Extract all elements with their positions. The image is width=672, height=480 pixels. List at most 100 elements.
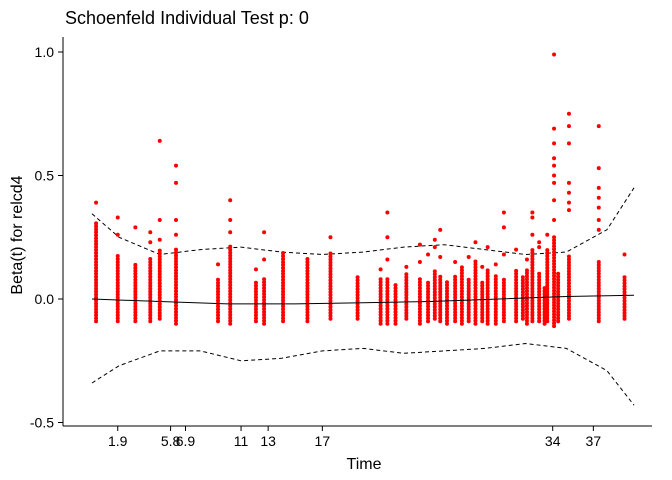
data-point	[485, 277, 490, 282]
data-point	[378, 295, 383, 300]
data-point	[596, 298, 601, 303]
data-point	[473, 312, 478, 317]
point-column	[378, 267, 383, 326]
data-point	[228, 297, 233, 302]
data-point	[216, 307, 221, 312]
data-point	[566, 254, 571, 259]
data-point	[537, 313, 542, 318]
data-point	[133, 292, 138, 297]
data-point	[115, 304, 120, 309]
data-point	[94, 230, 99, 235]
data-point	[622, 310, 627, 315]
data-point	[115, 265, 120, 270]
data-point	[157, 254, 162, 259]
data-point	[545, 316, 550, 321]
data-point	[552, 285, 557, 290]
data-point	[493, 292, 498, 297]
data-point	[622, 287, 627, 292]
data-point	[426, 252, 431, 257]
data-point	[493, 277, 498, 282]
data-point	[228, 277, 233, 282]
data-point	[404, 307, 409, 312]
data-point	[262, 309, 267, 314]
data-point	[596, 286, 601, 291]
data-point	[228, 318, 233, 323]
data-point	[216, 262, 221, 267]
data-point	[552, 247, 557, 252]
data-point	[530, 289, 535, 294]
data-point	[473, 280, 478, 285]
data-point	[530, 313, 535, 318]
data-point	[530, 256, 535, 261]
data-point	[253, 313, 258, 318]
data-point	[174, 283, 179, 288]
data-point	[157, 284, 162, 289]
data-point	[514, 289, 519, 294]
data-point	[174, 306, 179, 311]
data-point	[466, 301, 471, 306]
data-point	[385, 318, 390, 323]
data-point	[473, 268, 478, 273]
data-point	[157, 237, 162, 242]
data-point	[596, 307, 601, 312]
data-point	[545, 274, 550, 279]
data-point	[385, 297, 390, 302]
data-point	[473, 265, 478, 270]
data-point	[228, 321, 233, 326]
data-point	[281, 316, 286, 321]
data-point	[417, 259, 422, 264]
data-point	[157, 257, 162, 262]
data-point	[514, 319, 519, 324]
data-point	[393, 303, 398, 308]
data-point	[426, 295, 431, 300]
data-point	[459, 289, 464, 294]
data-point	[596, 313, 601, 318]
data-point	[133, 301, 138, 306]
data-point	[115, 307, 120, 312]
data-point	[133, 304, 138, 309]
data-point	[485, 312, 490, 317]
data-point	[514, 313, 519, 318]
data-point	[157, 310, 162, 315]
data-point	[305, 319, 310, 324]
data-point	[228, 289, 233, 294]
data-point	[174, 292, 179, 297]
data-point	[94, 224, 99, 229]
data-point	[453, 301, 458, 306]
data-point	[281, 259, 286, 264]
data-point	[94, 265, 99, 270]
data-point	[537, 240, 542, 245]
data-point	[404, 275, 409, 280]
data-point	[480, 304, 485, 309]
data-point	[174, 163, 179, 168]
data-point	[157, 290, 162, 295]
data-point	[305, 286, 310, 291]
data-point	[393, 315, 398, 320]
data-point	[253, 307, 258, 312]
data-point	[281, 254, 286, 259]
data-point	[253, 319, 258, 324]
data-point	[556, 289, 561, 294]
data-point	[174, 289, 179, 294]
data-point	[622, 275, 627, 280]
data-point	[552, 303, 557, 308]
data-point	[281, 307, 286, 312]
data-point	[453, 307, 458, 312]
data-point	[305, 298, 310, 303]
data-point	[501, 286, 506, 291]
data-point	[530, 271, 535, 276]
data-point	[552, 276, 557, 281]
data-point	[228, 259, 233, 264]
data-point	[445, 292, 450, 297]
data-point	[514, 268, 519, 273]
data-point	[556, 310, 561, 315]
data-point	[115, 215, 120, 220]
point-column	[622, 252, 627, 321]
data-point	[262, 306, 267, 311]
data-point	[262, 303, 267, 308]
data-point	[174, 268, 179, 273]
data-point	[566, 190, 571, 195]
data-point	[328, 298, 333, 303]
point-column	[473, 240, 478, 326]
data-point	[453, 313, 458, 318]
